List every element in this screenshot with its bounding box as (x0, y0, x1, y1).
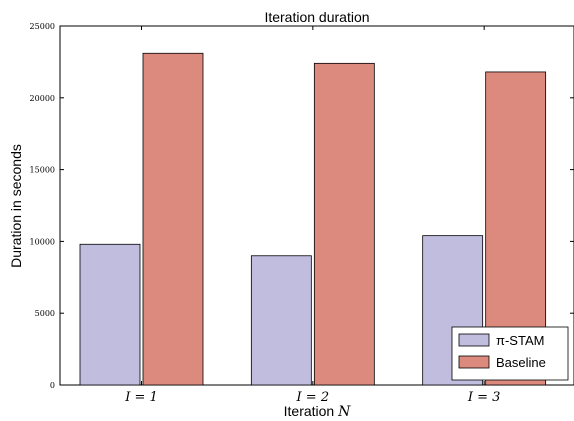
bar-baseline-2 (313, 62, 375, 386)
x-tick-label: I = 2 (296, 390, 330, 405)
y-tick-label: 25000 (30, 22, 55, 31)
x-tick-label: I = 1 (124, 390, 158, 405)
chart-title: Iteration duration (264, 9, 369, 25)
bar-pi-stam-2 (250, 255, 312, 386)
legend-label-pi-stam: π-STAM (496, 333, 544, 348)
legend-swatch-baseline (458, 355, 490, 369)
y-axis-label: Duration in seconds (8, 144, 24, 268)
x-axis-ticks: I = 1 I = 2 I = 3 (124, 26, 500, 405)
y-tick-label: 0 (50, 381, 55, 390)
bar-baseline-1 (142, 52, 204, 386)
bars (79, 52, 547, 386)
y-tick-label: 10000 (30, 237, 55, 246)
y-axis-ticks: 0 5000 10000 15000 20000 25000 (30, 22, 574, 390)
legend: π-STAM Baseline (451, 326, 569, 381)
legend-swatch-pi-stam (458, 333, 490, 347)
bar-pi-stam-1 (79, 243, 141, 386)
y-tick-label: 15000 (30, 166, 55, 175)
legend-label-baseline: Baseline (496, 355, 546, 370)
x-axis-label: Iteration N (284, 403, 351, 420)
y-tick-label: 20000 (30, 94, 55, 103)
y-tick-label: 5000 (35, 309, 55, 318)
x-tick-label: I = 3 (467, 390, 501, 405)
